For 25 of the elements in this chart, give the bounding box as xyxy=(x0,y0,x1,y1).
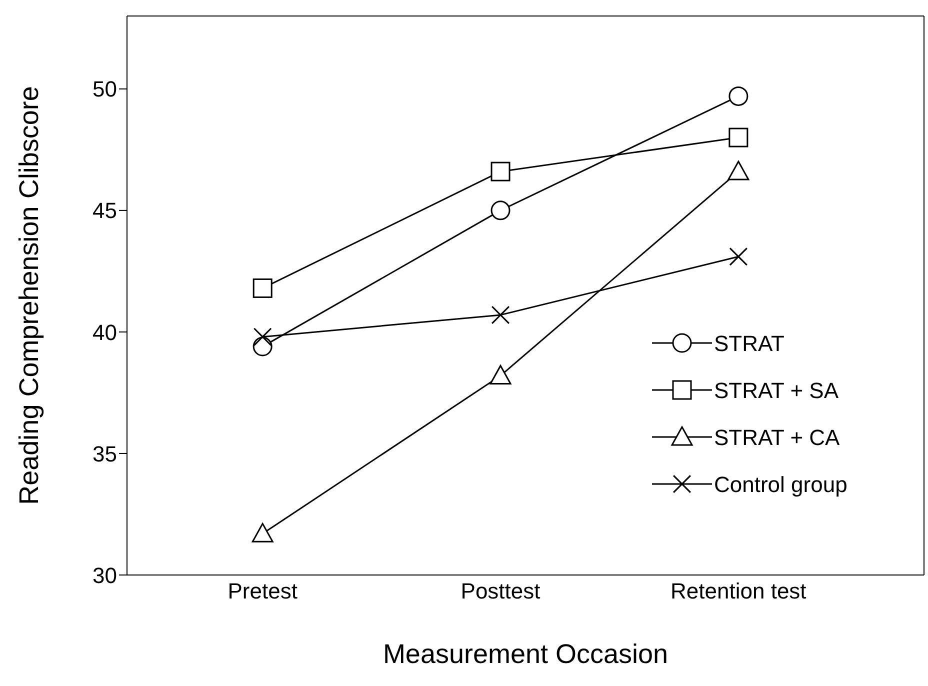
y-tick-label: 30 xyxy=(92,562,117,588)
point xyxy=(252,278,272,298)
x-axis-title: Measurement Occasion xyxy=(382,639,668,669)
point xyxy=(252,522,274,542)
legend-label: STRAT + SA xyxy=(714,378,839,403)
y-tick-label: 45 xyxy=(92,198,117,224)
point xyxy=(728,86,748,106)
x-tick-label: Posttest xyxy=(460,578,540,604)
x-tick-label: Pretest xyxy=(228,578,298,604)
point xyxy=(492,306,510,324)
x-tick-label: Retention test xyxy=(670,578,806,604)
point xyxy=(254,328,272,346)
legend-label: STRAT xyxy=(714,331,784,356)
legend-label: STRAT + CA xyxy=(714,425,840,450)
y-tick-label: 50 xyxy=(92,76,117,102)
y-tick-label: 40 xyxy=(92,320,117,345)
point xyxy=(490,364,512,384)
point xyxy=(490,200,510,220)
point xyxy=(729,248,748,266)
point xyxy=(490,162,510,182)
point xyxy=(728,160,750,180)
legend-label: Control group xyxy=(714,472,848,497)
point xyxy=(728,128,748,148)
y-tick-label: 35 xyxy=(92,441,117,466)
y-axis-title: Reading Comprehension Clibscore xyxy=(14,86,44,505)
